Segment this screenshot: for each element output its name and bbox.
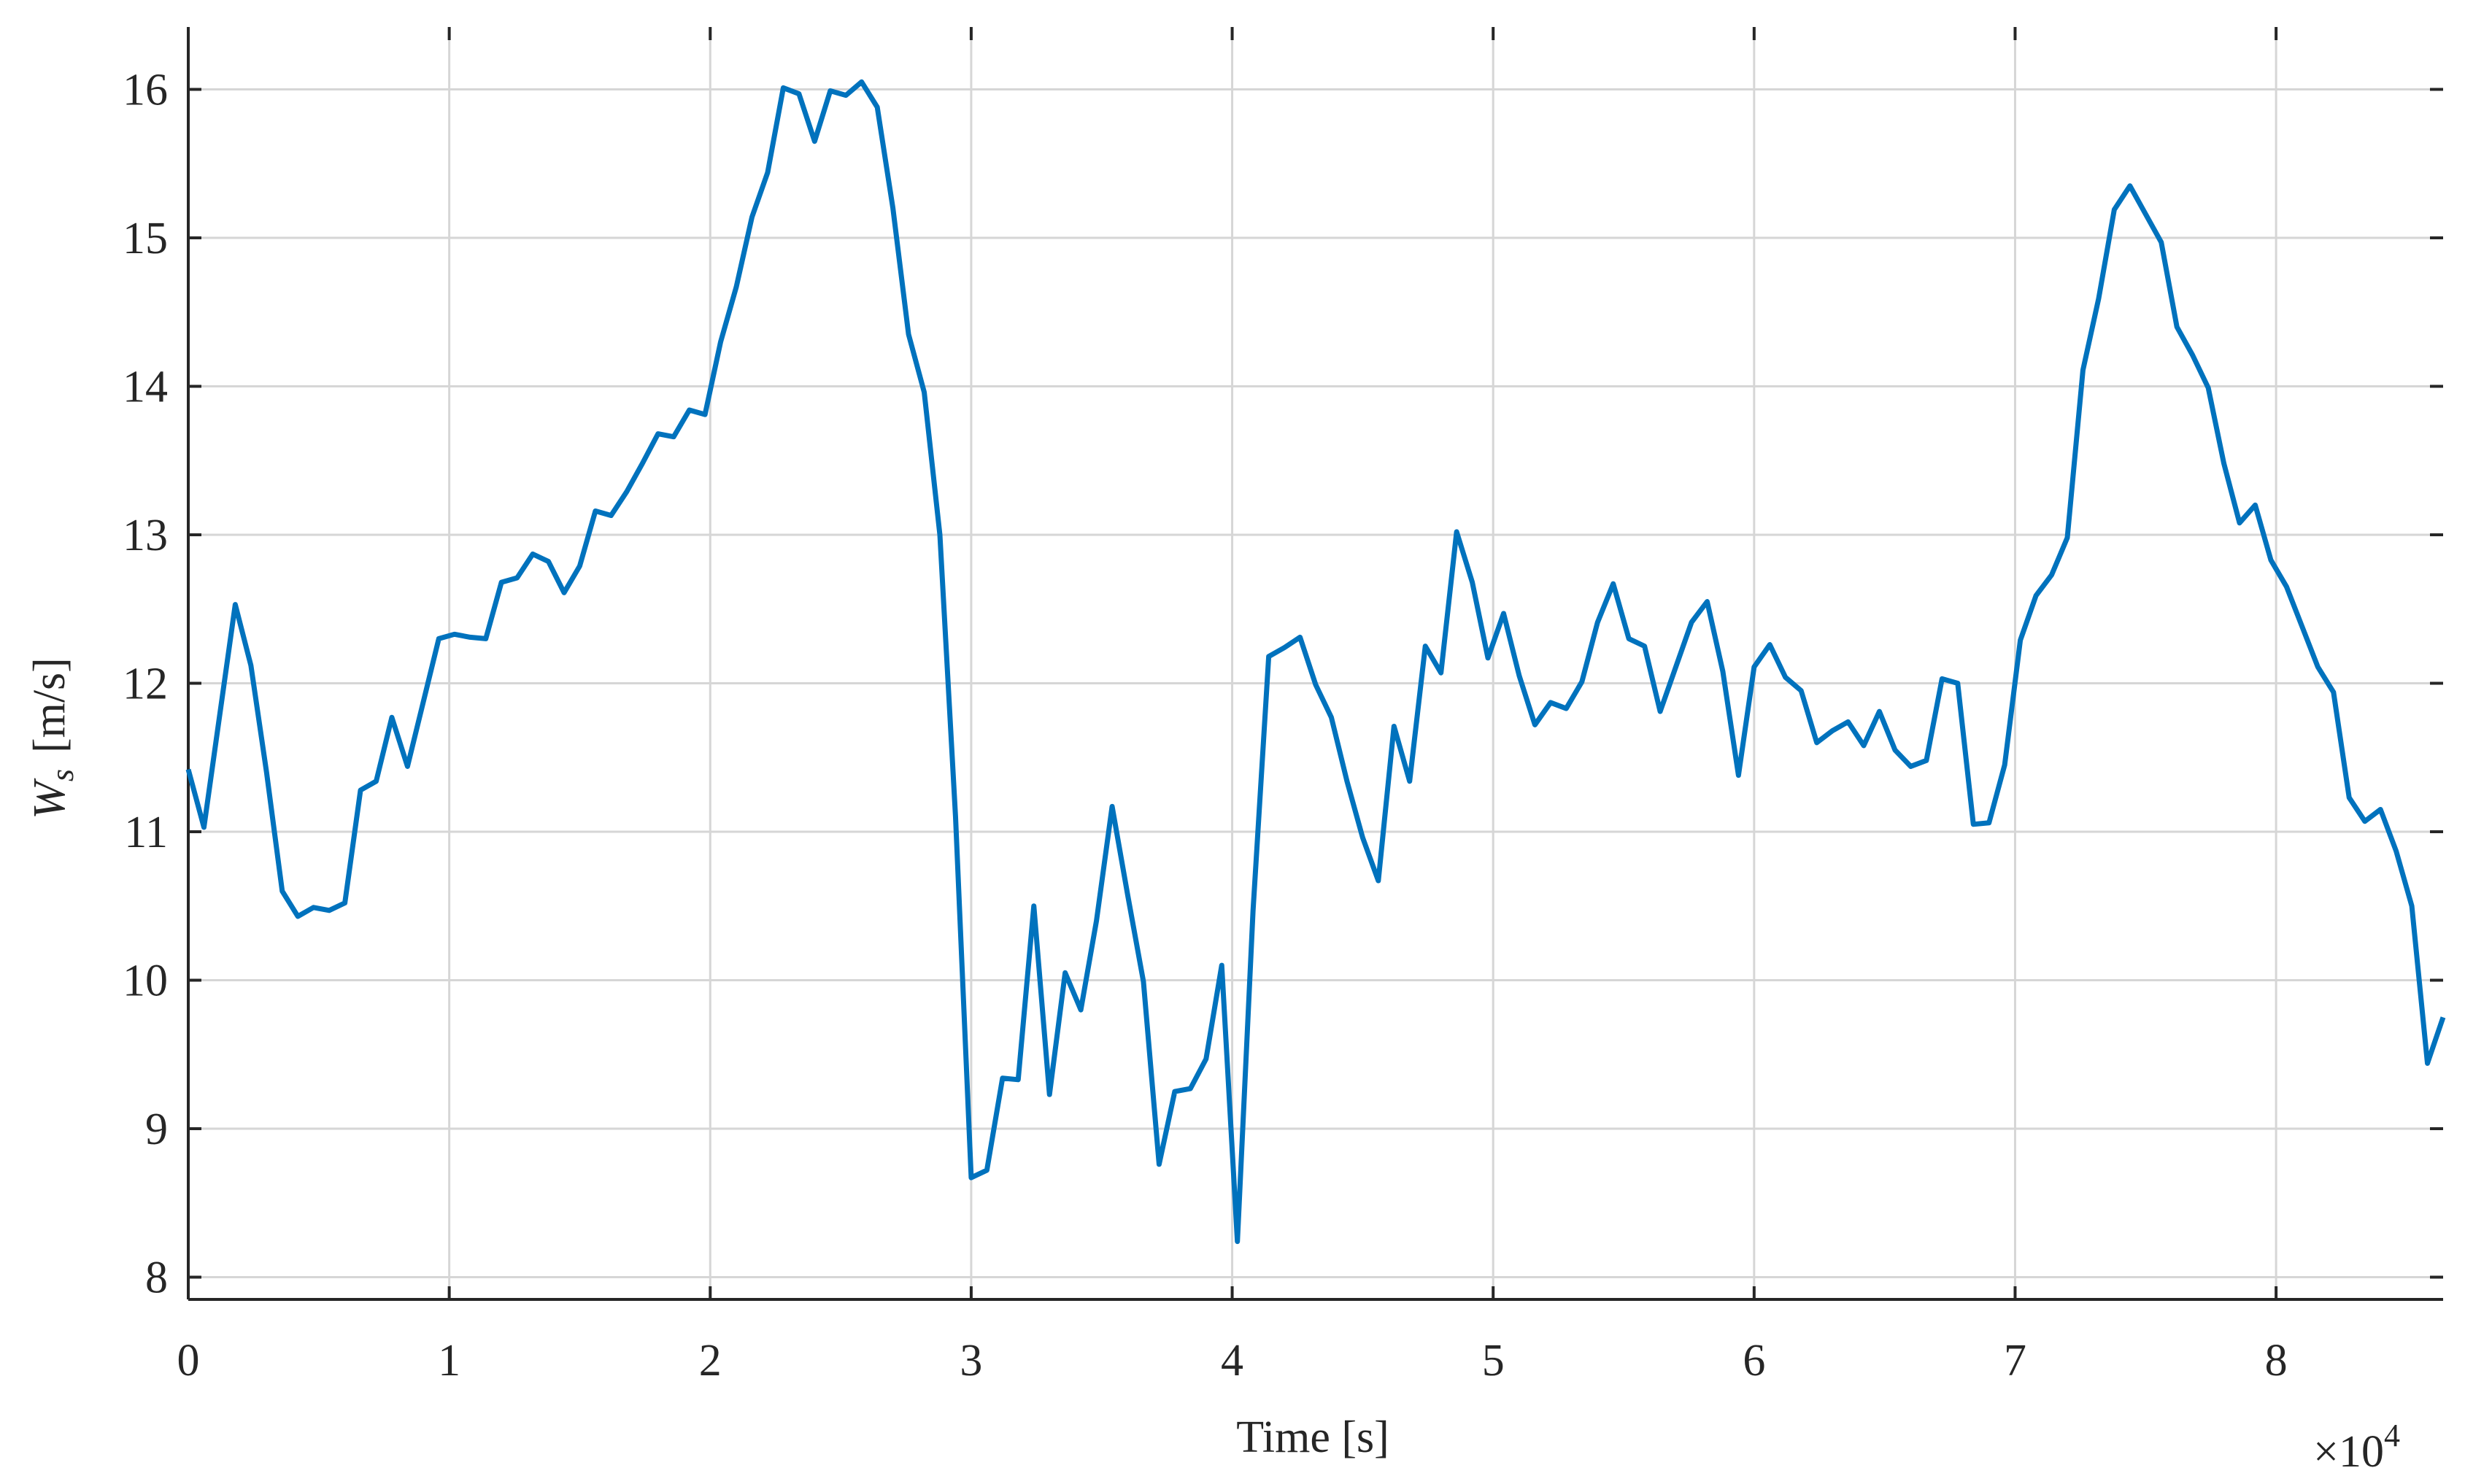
- x-tick-label: 3: [960, 1336, 982, 1386]
- y-tick-label: 9: [145, 1105, 168, 1154]
- y-tick-label: 10: [123, 956, 168, 1005]
- y-tick-label: 16: [123, 65, 168, 115]
- x-multiplier-base: ×10: [2313, 1427, 2384, 1477]
- x-multiplier: ×104: [2313, 1418, 2400, 1477]
- x-tick-label: 5: [1482, 1336, 1505, 1386]
- x-tick-label: 7: [2004, 1336, 2026, 1386]
- x-tick-label: 2: [699, 1336, 722, 1386]
- y-tick-label: 8: [145, 1253, 168, 1302]
- x-axis-label: Time [s]: [1236, 1412, 1389, 1462]
- y-tick-label: 12: [123, 659, 168, 708]
- y-label-subscript: s: [45, 769, 80, 781]
- y-tick-label: 11: [124, 808, 168, 857]
- x-tick-label: 0: [177, 1336, 200, 1386]
- x-tick-label: 8: [2265, 1336, 2288, 1386]
- data-line: [185, 79, 2446, 1245]
- y-axis-label: Ws [m/s]: [25, 657, 80, 819]
- x-tick-label: 1: [438, 1336, 460, 1386]
- y-tick-label: 15: [123, 214, 168, 263]
- y-tick-label: 14: [123, 362, 168, 411]
- y-label-symbol: W: [25, 778, 74, 819]
- y-tick-label: 13: [123, 511, 168, 560]
- x-multiplier-exponent: 4: [2384, 1418, 2400, 1453]
- x-tick-label: 4: [1221, 1336, 1243, 1386]
- y-label-unit: [m/s]: [25, 657, 74, 753]
- x-tick-label: 6: [1743, 1336, 1765, 1386]
